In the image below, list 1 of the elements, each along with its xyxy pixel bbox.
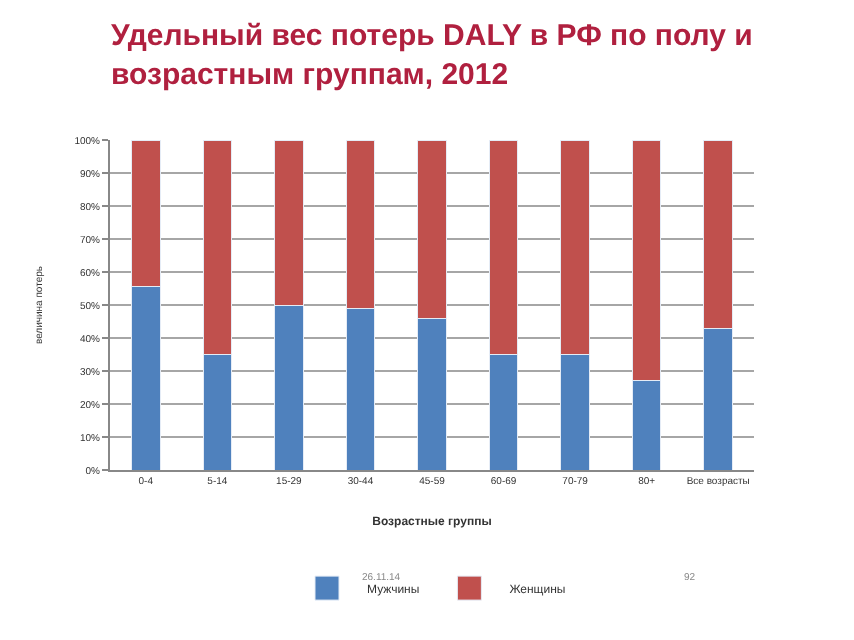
- chart-title: Удельный вес потерь DALY в РФ по полу и возрастным группам, 2012: [111, 18, 753, 92]
